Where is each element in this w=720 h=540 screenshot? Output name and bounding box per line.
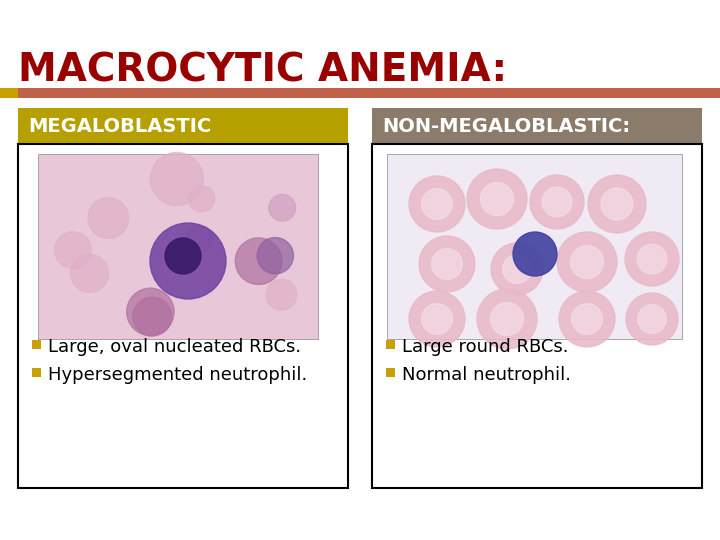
Circle shape bbox=[572, 303, 603, 334]
Bar bbox=[18, 108, 348, 144]
Circle shape bbox=[269, 194, 296, 221]
Circle shape bbox=[186, 225, 213, 252]
Circle shape bbox=[431, 248, 462, 279]
Circle shape bbox=[235, 238, 282, 285]
Text: Large, oval nucleated RBCs.: Large, oval nucleated RBCs. bbox=[48, 338, 301, 356]
Circle shape bbox=[189, 186, 215, 212]
Bar bbox=[38, 154, 318, 339]
Circle shape bbox=[88, 198, 129, 239]
Bar bbox=[32, 368, 41, 377]
Text: NON-MEGALOBLASTIC:: NON-MEGALOBLASTIC: bbox=[382, 117, 630, 136]
Circle shape bbox=[637, 244, 667, 274]
Circle shape bbox=[490, 302, 523, 335]
Bar bbox=[18, 88, 720, 98]
Text: MEGALOBLASTIC: MEGALOBLASTIC bbox=[28, 117, 211, 136]
Text: MACROCYTIC ANEMIA:: MACROCYTIC ANEMIA: bbox=[18, 52, 507, 90]
Circle shape bbox=[422, 303, 452, 334]
Circle shape bbox=[266, 279, 297, 310]
Circle shape bbox=[503, 255, 531, 284]
Text: Hypersegmented neutrophil.: Hypersegmented neutrophil. bbox=[48, 366, 307, 384]
Circle shape bbox=[491, 243, 543, 295]
Bar bbox=[18, 144, 348, 488]
Circle shape bbox=[557, 232, 617, 292]
Circle shape bbox=[625, 232, 679, 286]
Circle shape bbox=[542, 187, 572, 217]
Circle shape bbox=[559, 291, 615, 347]
Text: Large round RBCs.: Large round RBCs. bbox=[402, 338, 569, 356]
Circle shape bbox=[127, 288, 174, 335]
Circle shape bbox=[638, 305, 666, 333]
Text: Normal neutrophil.: Normal neutrophil. bbox=[402, 366, 571, 384]
Circle shape bbox=[513, 232, 557, 276]
Bar bbox=[386, 340, 395, 349]
Circle shape bbox=[409, 176, 465, 232]
Circle shape bbox=[55, 232, 91, 268]
Circle shape bbox=[467, 169, 527, 229]
Circle shape bbox=[409, 291, 465, 347]
Circle shape bbox=[419, 236, 475, 292]
Circle shape bbox=[480, 183, 513, 215]
Bar bbox=[0, 88, 18, 98]
Circle shape bbox=[530, 175, 584, 229]
Circle shape bbox=[601, 188, 633, 220]
Bar bbox=[372, 144, 702, 488]
Bar bbox=[32, 340, 41, 349]
Circle shape bbox=[626, 293, 678, 345]
Bar bbox=[386, 368, 395, 377]
Circle shape bbox=[150, 152, 204, 206]
Circle shape bbox=[588, 175, 646, 233]
Circle shape bbox=[570, 246, 603, 279]
Circle shape bbox=[71, 254, 109, 292]
Circle shape bbox=[422, 188, 452, 219]
Circle shape bbox=[257, 238, 294, 274]
Circle shape bbox=[477, 289, 537, 349]
Circle shape bbox=[132, 297, 171, 336]
Circle shape bbox=[150, 223, 226, 299]
Bar bbox=[387, 154, 682, 339]
Bar bbox=[372, 108, 702, 144]
Circle shape bbox=[165, 238, 201, 274]
